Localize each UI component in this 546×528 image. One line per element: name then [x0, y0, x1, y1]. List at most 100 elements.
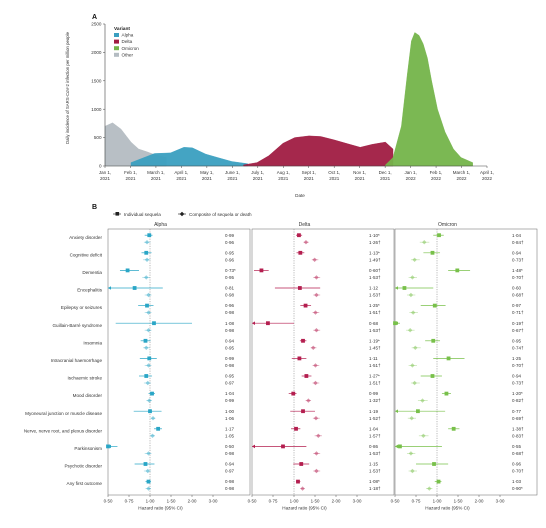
legend-individual: Individual sequela [124, 212, 161, 217]
hr-label: 1·27* [369, 374, 380, 379]
point-individual [296, 479, 300, 484]
hr-label: 0·98 [225, 363, 235, 368]
hr-label: 0·98 [225, 479, 235, 484]
x-tick-label: 2021 [100, 176, 111, 181]
x-tick-label: Dec 1, [379, 170, 392, 175]
x-tick-label: Nov 1, [353, 170, 366, 175]
point-individual [416, 409, 420, 414]
point-individual [145, 303, 149, 308]
panel-a-label: A [92, 14, 97, 21]
point-individual [143, 462, 148, 466]
hr-label: 0·97 [225, 381, 235, 386]
x-tick-label: 2021 [278, 176, 289, 181]
y-tick-label: 2500 [91, 22, 102, 27]
point-composite [144, 257, 150, 262]
point-composite [314, 328, 319, 333]
point-composite [150, 433, 155, 438]
x-tick-label: 2022 [457, 176, 468, 181]
hr-label: 1·53† [369, 451, 381, 456]
point-individual [144, 250, 149, 255]
point-composite [408, 292, 414, 298]
point-individual [150, 391, 154, 396]
legend-swatch [114, 33, 119, 37]
forest-plot: B Individual sequela Composite of sequel… [24, 204, 538, 511]
point-individual [393, 321, 397, 326]
legend-entry: Omicron [122, 46, 140, 51]
outcome-label: Any first outcome [67, 481, 103, 486]
point-composite [146, 363, 151, 368]
point-individual [455, 268, 460, 273]
hr-label: 1·12 [369, 286, 379, 291]
hr-label: 0·99 [369, 391, 379, 396]
x-axis-label: Date [295, 193, 305, 198]
hr-label: 1·19 [369, 409, 379, 414]
point-individual [132, 286, 137, 290]
x-tick-label: 2021 [151, 176, 162, 181]
legend-square-icon [115, 212, 120, 216]
forest-panel-omicron: Omicron 0·50 0·75 1·00 1·50 2·00 3·00 Hazard ra… [391, 222, 538, 511]
panel-frame [251, 228, 395, 496]
point-composite [420, 398, 425, 403]
point-individual [266, 321, 270, 326]
hr-label: 1·53† [369, 328, 381, 333]
hr-label: 0·95 [225, 250, 235, 255]
x-tick-label: 2021 [253, 176, 264, 181]
point-composite [144, 345, 149, 350]
hr-label: 1·25 [512, 356, 522, 361]
y-tick-label: 500 [94, 135, 102, 140]
x-tick-label: 0·50 [391, 499, 400, 504]
point-individual [402, 286, 407, 290]
hr-label: 0·98 [225, 486, 235, 491]
point-composite [145, 468, 150, 474]
point-individual [297, 233, 301, 238]
point-composite [313, 310, 318, 315]
point-composite [145, 380, 150, 386]
hr-label: 1·45† [369, 345, 381, 350]
x-tick-label: Feb 1, [430, 170, 443, 175]
point-individual [125, 268, 130, 273]
point-composite [410, 310, 416, 315]
hr-label: 0·96 [225, 240, 235, 245]
x-tick-label: Jan 1, [404, 170, 416, 175]
outcome-label: Epilepsy or seizures [61, 305, 103, 310]
point-composite [314, 292, 319, 298]
point-individual [143, 338, 148, 343]
hr-label: 1·52† [369, 416, 381, 421]
hr-label: 0·19† [512, 321, 524, 326]
outcome-label: Guillain-Barré syndrome [52, 323, 102, 328]
x-tick-label: 1·00 [433, 499, 442, 504]
point-individual [147, 233, 152, 238]
x-tick-label: Feb 1, [124, 170, 137, 175]
panel-b-label: B [92, 204, 97, 211]
point-composite [146, 310, 151, 315]
outcome-label: Parkinsonism [74, 446, 102, 451]
x-tick-label: 2021 [380, 176, 391, 181]
x-tick-label: 0·50 [104, 499, 113, 504]
point-individual [147, 356, 152, 361]
point-individual [437, 233, 441, 238]
x-tick-label: 2021 [176, 176, 187, 181]
hr-label: 1·04 [369, 426, 379, 431]
hr-label: 0·98 [225, 451, 235, 456]
point-individual [444, 391, 449, 396]
hr-label: 1·49† [369, 257, 381, 262]
hr-label: 0·96 [225, 303, 235, 308]
legend-diamond-icon [179, 211, 185, 217]
hr-label: 0·97 [512, 303, 522, 308]
hr-label: 0·98 [225, 293, 235, 298]
hr-label: 0·67† [512, 328, 524, 333]
hr-label: 1·00 [225, 409, 235, 414]
x-tick-label: Sept 1, [302, 170, 316, 175]
point-composite [306, 398, 311, 403]
point-composite [407, 328, 413, 333]
y-tick-label: 1000 [91, 107, 102, 112]
x-tick-label: 1·50 [311, 499, 320, 504]
x-axis-label: Hazard ratio (95% CI) [425, 506, 470, 511]
x-tick-label: July 1, [251, 170, 264, 175]
hr-label: 1·57† [369, 433, 381, 438]
hr-label: 0·99 [225, 398, 235, 403]
point-individual [301, 409, 305, 414]
point-composite [303, 240, 309, 245]
